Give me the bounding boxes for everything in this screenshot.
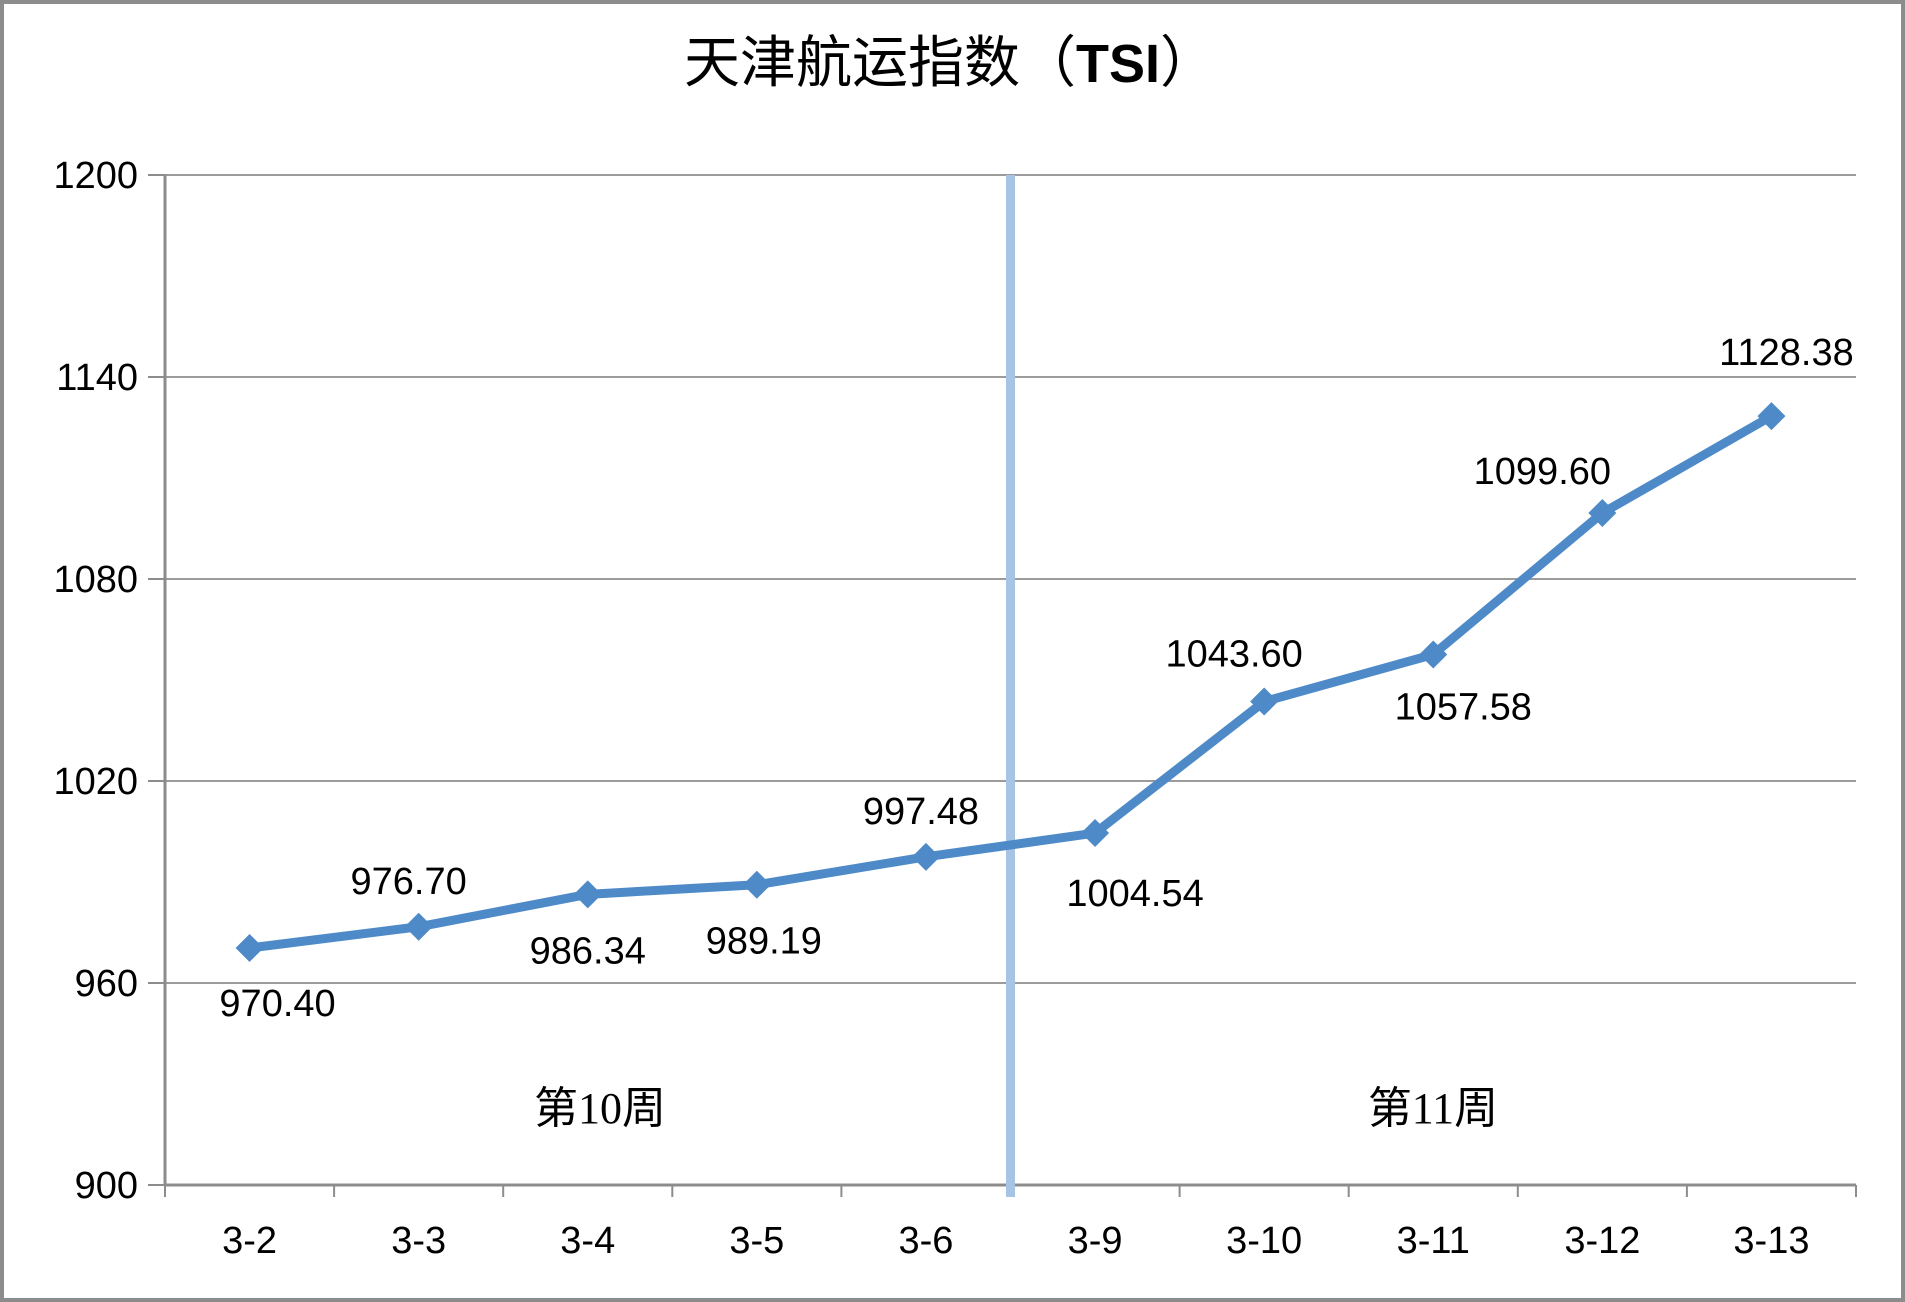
y-tick-label: 1020 [53, 761, 138, 803]
data-point-label: 970.40 [219, 983, 335, 1025]
y-axis-labels: 900 960 1020 1080 1140 1200 [53, 155, 138, 1207]
tsi-series-line [245, 411, 1776, 953]
chart-title: 天津航运指数（TSI） [684, 33, 1216, 95]
data-point-label: 989.19 [706, 921, 822, 963]
data-point-marker [404, 912, 433, 941]
x-tick-label: 3-13 [1733, 1220, 1809, 1262]
markers-layer [235, 402, 1786, 962]
data-point-label: 1043.60 [1165, 634, 1302, 676]
data-point-label: 1004.54 [1066, 873, 1203, 915]
week-11-label: 第11周 [1368, 1084, 1498, 1133]
y-tick-label: 960 [75, 963, 138, 1005]
data-point-label: 1099.60 [1474, 451, 1611, 493]
x-axis-labels: 3-2 3-3 3-4 3-5 3-6 3-9 3-10 3-11 3-12 3-13 [222, 1220, 1809, 1262]
x-tick-label: 3-6 [898, 1220, 953, 1262]
axis-layer [148, 174, 1857, 1197]
x-tick-label: 3-12 [1564, 1220, 1640, 1262]
data-point-label: 1128.38 [1719, 332, 1854, 374]
data-point-marker [1250, 687, 1279, 716]
x-tick-label: 3-4 [560, 1220, 615, 1262]
y-tick-label: 900 [75, 1165, 138, 1207]
data-point-marker [742, 870, 771, 899]
data-point-label: 1057.58 [1395, 686, 1532, 728]
chart-title-prefix: 天津航运指数（ [684, 33, 1076, 95]
data-point-marker [1588, 499, 1617, 528]
y-tick-label: 1200 [53, 155, 138, 197]
chart-title-tsi: TSI [1076, 34, 1160, 94]
data-point-marker [1419, 640, 1448, 669]
y-tick-label: 1080 [53, 559, 138, 601]
x-tick-label: 3-3 [391, 1220, 446, 1262]
data-point-marker [235, 933, 264, 962]
series-layer [245, 411, 1776, 953]
x-tick-label: 3-11 [1397, 1220, 1470, 1262]
x-tick-label: 3-2 [222, 1220, 277, 1262]
data-point-marker [1081, 819, 1110, 848]
data-point-marker [573, 880, 602, 909]
data-point-marker [911, 842, 940, 871]
x-tick-label: 3-5 [729, 1220, 784, 1262]
data-point-label: 997.48 [863, 791, 979, 833]
data-point-marker [1757, 402, 1786, 431]
y-tick-label: 1140 [56, 357, 138, 399]
data-point-label: 986.34 [530, 930, 646, 972]
chart-title-suffix: ） [1160, 33, 1216, 95]
x-tick-label: 3-10 [1226, 1220, 1302, 1262]
x-tick-label: 3-9 [1068, 1220, 1123, 1262]
week-10-label: 第10周 [534, 1084, 666, 1133]
data-point-label: 976.70 [351, 861, 467, 903]
data-labels-layer: 970.40 976.70 986.34 989.19 997.48 1004.54 104… [219, 332, 1853, 1025]
